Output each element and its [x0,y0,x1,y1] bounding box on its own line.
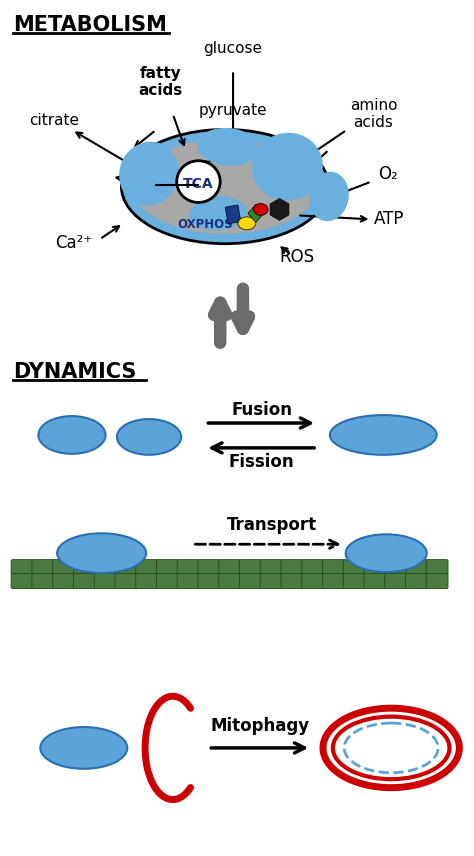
Ellipse shape [40,727,128,769]
FancyBboxPatch shape [94,560,116,574]
FancyBboxPatch shape [198,560,220,574]
Text: TCA: TCA [183,176,214,191]
Text: amino
acids: amino acids [350,98,397,130]
FancyBboxPatch shape [219,574,240,588]
Ellipse shape [333,716,449,779]
Text: pyruvate: pyruvate [199,103,267,117]
FancyBboxPatch shape [385,574,407,588]
Ellipse shape [323,708,459,788]
Polygon shape [225,205,241,223]
Text: citrate: citrate [29,112,79,128]
FancyBboxPatch shape [239,560,261,574]
Polygon shape [270,199,289,220]
Ellipse shape [57,533,146,573]
Text: O₂: O₂ [378,164,398,182]
FancyBboxPatch shape [198,574,220,588]
FancyBboxPatch shape [343,560,365,574]
FancyBboxPatch shape [364,574,386,588]
Ellipse shape [117,419,181,455]
FancyBboxPatch shape [302,560,323,574]
FancyBboxPatch shape [177,560,199,574]
Ellipse shape [253,204,268,216]
FancyBboxPatch shape [11,574,33,588]
Text: fatty
acids: fatty acids [139,66,183,98]
FancyBboxPatch shape [32,574,54,588]
Ellipse shape [198,128,259,166]
Ellipse shape [119,141,179,205]
Text: Fission: Fission [229,453,294,471]
FancyBboxPatch shape [281,574,303,588]
Polygon shape [248,205,264,223]
FancyBboxPatch shape [73,574,95,588]
Ellipse shape [309,172,349,221]
Text: Fusion: Fusion [231,401,292,419]
FancyBboxPatch shape [156,574,178,588]
FancyBboxPatch shape [426,560,448,574]
FancyBboxPatch shape [405,560,427,574]
Text: OXPHOS: OXPHOS [178,217,233,231]
Ellipse shape [344,723,438,773]
FancyBboxPatch shape [11,560,33,574]
FancyBboxPatch shape [136,574,157,588]
FancyBboxPatch shape [343,574,365,588]
Ellipse shape [346,534,427,572]
Text: ROS: ROS [280,248,315,266]
FancyBboxPatch shape [156,560,178,574]
FancyBboxPatch shape [260,574,282,588]
Ellipse shape [190,196,247,230]
Ellipse shape [121,129,329,244]
FancyBboxPatch shape [53,560,74,574]
FancyBboxPatch shape [385,560,407,574]
FancyBboxPatch shape [115,574,137,588]
FancyBboxPatch shape [260,560,282,574]
Text: METABOLISM: METABOLISM [13,15,166,35]
Text: DYNAMICS: DYNAMICS [13,362,136,383]
Ellipse shape [38,416,106,454]
Ellipse shape [177,161,220,203]
Ellipse shape [132,140,318,234]
FancyBboxPatch shape [73,560,95,574]
FancyBboxPatch shape [177,574,199,588]
Text: glucose: glucose [203,40,263,56]
Text: Transport: Transport [227,516,317,534]
FancyBboxPatch shape [302,574,323,588]
FancyBboxPatch shape [53,574,74,588]
FancyBboxPatch shape [405,574,427,588]
FancyBboxPatch shape [426,574,448,588]
FancyBboxPatch shape [94,574,116,588]
Text: ATP: ATP [374,211,404,229]
FancyBboxPatch shape [239,574,261,588]
Text: Mitophagy: Mitophagy [210,717,310,735]
FancyBboxPatch shape [322,574,344,588]
FancyBboxPatch shape [322,560,344,574]
Ellipse shape [238,217,256,229]
Ellipse shape [330,415,437,455]
FancyBboxPatch shape [219,560,240,574]
FancyBboxPatch shape [32,560,54,574]
FancyBboxPatch shape [364,560,386,574]
Ellipse shape [252,133,323,200]
FancyBboxPatch shape [281,560,303,574]
FancyBboxPatch shape [115,560,137,574]
FancyBboxPatch shape [136,560,157,574]
Text: Ca²⁺: Ca²⁺ [55,235,92,253]
